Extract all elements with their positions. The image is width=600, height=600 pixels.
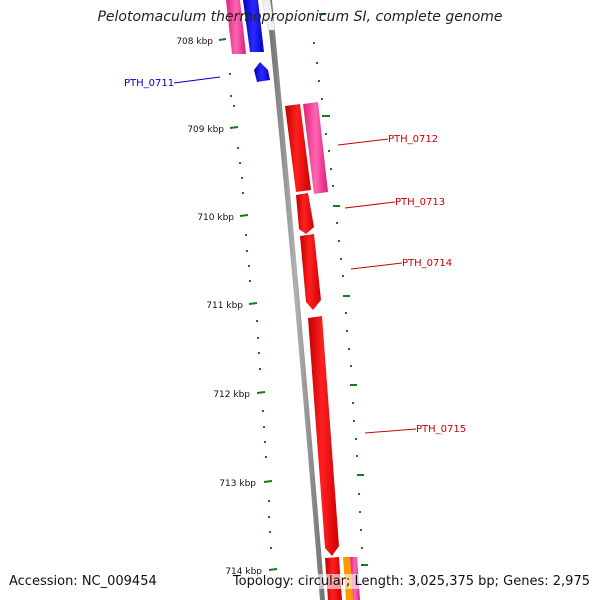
- inner-dotted-guide: [229, 73, 272, 549]
- gene-label-pth-0712[interactable]: PTH_0712: [388, 134, 438, 145]
- pth-0713-gene[interactable]: [296, 193, 314, 234]
- accession-text: Accession: NC_009454: [9, 574, 157, 589]
- pth-0712-gene[interactable]: [303, 102, 328, 194]
- gene-labels: PTH_0711 PTH_0712 PTH_0713 PTH_0714 PTH_…: [124, 76, 466, 435]
- genome-summary-text: Topology: circular; Length: 3,025,375 bp…: [232, 574, 590, 589]
- gene-label-pth-0715[interactable]: PTH_0715: [416, 424, 466, 435]
- outer-ticks: [319, 13, 368, 566]
- gene-label-pth-0711[interactable]: PTH_0711: [124, 78, 174, 89]
- gene-label-pth-0714[interactable]: PTH_0714: [402, 258, 452, 269]
- tick-label-710: 710 kbp: [197, 213, 234, 223]
- tick-label-708: 708 kbp: [176, 37, 213, 47]
- backbone-highlight: [261, 0, 276, 31]
- tick-label-709: 709 kbp: [187, 125, 224, 135]
- tick-label-711: 711 kbp: [206, 301, 243, 311]
- pink-feature-top: [226, 0, 246, 54]
- gene-label-pth-0713[interactable]: PTH_0713: [395, 197, 445, 208]
- genome-backbone: [266, 0, 325, 600]
- tick-label-714: 714 kbp: [225, 567, 262, 577]
- blue-feature-top: [243, 0, 264, 52]
- pth-0715-gene[interactable]: [308, 316, 339, 556]
- ruler: 708 kbp 709 kbp 710 kbp 711 kbp 712 kbp …: [176, 37, 278, 577]
- map-title: Pelotomaculum thermopropionicum SI, comp…: [97, 9, 503, 25]
- tick-label-712: 712 kbp: [213, 390, 250, 400]
- tick-label-713: 713 kbp: [219, 479, 256, 489]
- red-gene-upper[interactable]: [285, 104, 311, 192]
- pth-0714-gene[interactable]: [300, 234, 321, 310]
- pth-0711-gene[interactable]: [254, 62, 270, 82]
